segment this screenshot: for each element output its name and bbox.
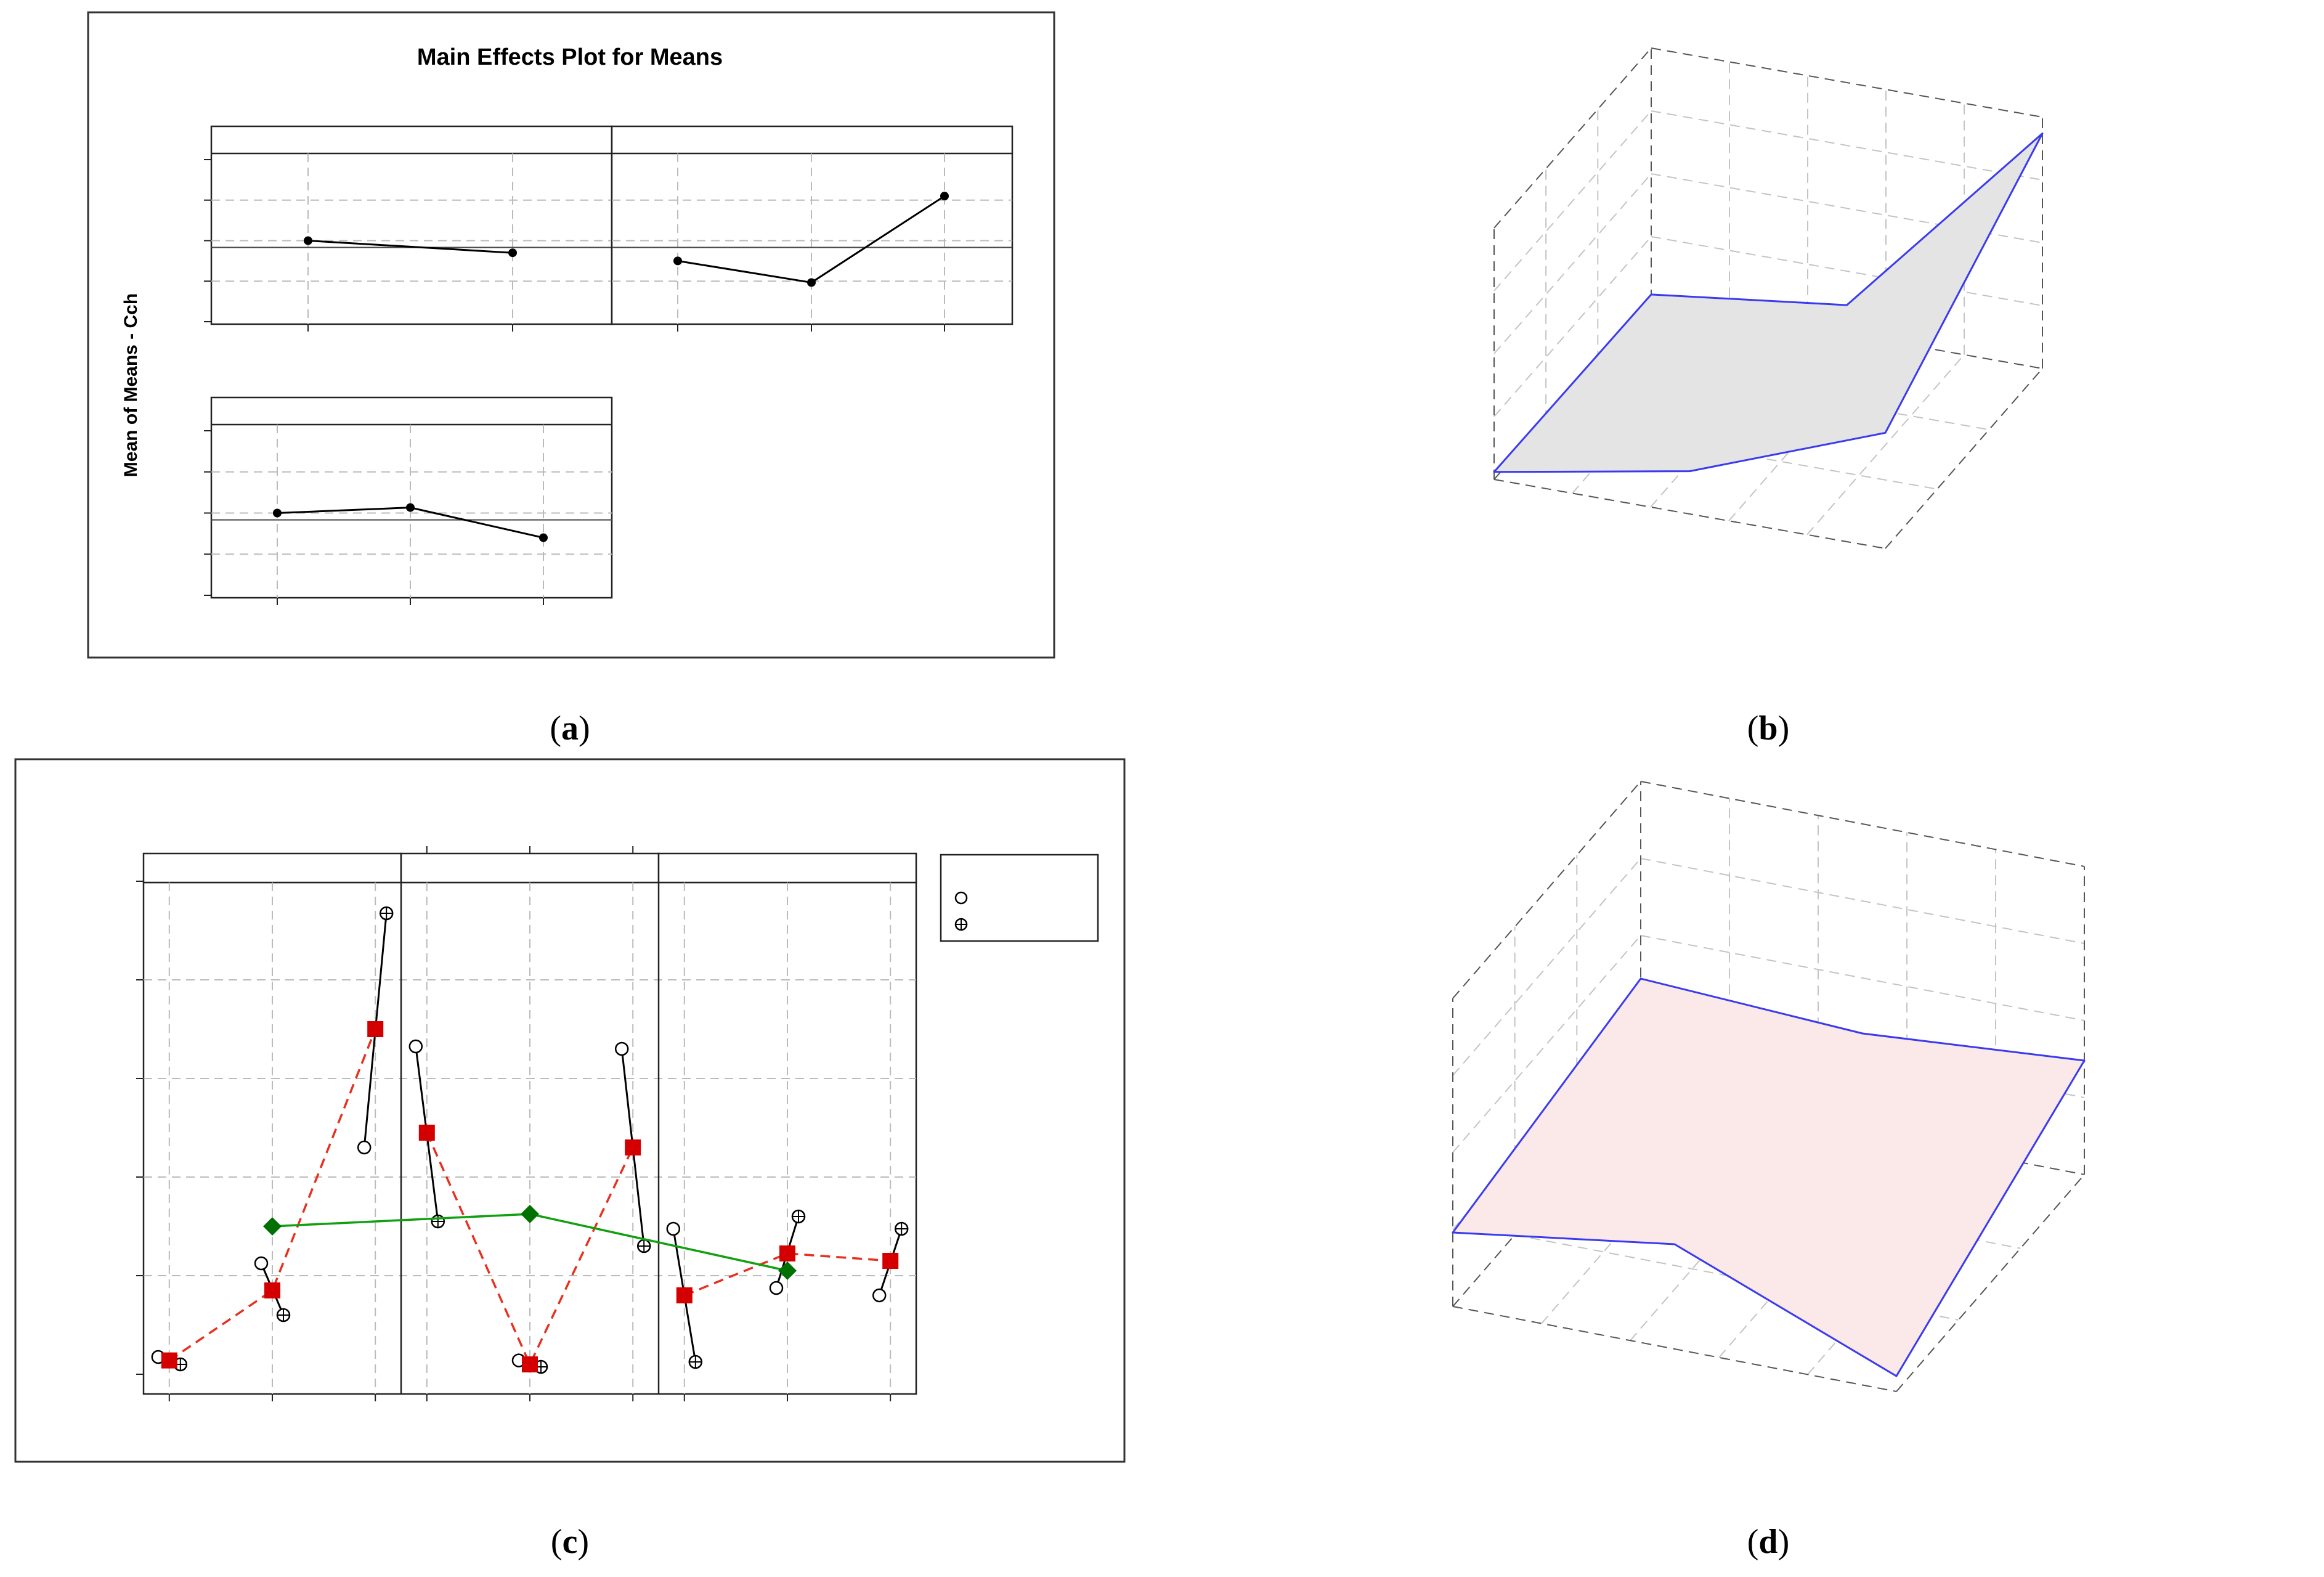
box-edge (1493, 47, 1652, 229)
panel-c-mean-marker (367, 1021, 384, 1037)
panel-c-mean-line (168, 1029, 376, 1362)
panel-c-mean-marker (522, 1356, 538, 1372)
panel-c-plot-area (136, 846, 1099, 1401)
left-wall-h-gridline (1493, 236, 1652, 417)
panel-b-surface-alfa (1493, 47, 2044, 549)
panel-c-point-f013 (791, 1209, 806, 1224)
panel-c-legend-symbol-f013 (954, 918, 968, 931)
back-wall-h-gridline (1640, 858, 2085, 944)
panel-a-ylabel: Mean of Means - Cch (121, 293, 141, 477)
box-edge (1493, 479, 1886, 549)
box-edge (1885, 368, 2043, 549)
panel-c-beta-mean-marker (521, 1205, 539, 1223)
caption-d: (d) (1747, 1523, 1789, 1561)
panel-c-point-f013 (688, 1355, 703, 1369)
panel-a-point (508, 248, 517, 258)
panel-c-mean-marker (161, 1352, 177, 1369)
panel-c-legend (940, 854, 1099, 942)
panel-a-title: Main Effects Plot for Means (417, 44, 723, 70)
panel-c-legend-symbol-f008 (954, 891, 968, 905)
panel-a-point (304, 236, 312, 245)
left-wall-h-gridline (1493, 110, 1652, 291)
panel-c-point-f013 (431, 1214, 445, 1229)
panel-c-mean-marker (264, 1282, 280, 1298)
panel-d-surface-beta (1452, 781, 2086, 1392)
back-wall-h-gridline (1651, 110, 2043, 181)
box-edge (1651, 47, 2043, 118)
panel-c-point-f013 (894, 1221, 909, 1236)
panel-a-box-2 (210, 396, 613, 599)
panel-c-point-f008 (614, 1041, 629, 1056)
back-wall-h-gridline (1640, 935, 2085, 1021)
panel-b-surface (1493, 132, 2044, 473)
panel-a-main-effects: Main Effects Plot for Means Mean of Mean… (87, 11, 1055, 659)
caption-a: (a) (550, 709, 590, 748)
box-edge (1452, 781, 1641, 999)
panel-c-mean-line (684, 1252, 891, 1297)
panel-c-point-f013 (276, 1308, 291, 1322)
panel-c-point-f008 (254, 1256, 269, 1271)
back-wall-h-gridline (1651, 236, 2043, 306)
panel-c-interaction (14, 758, 1126, 1463)
panel-c-header-strip (657, 852, 917, 884)
panel-c-mean-marker (625, 1139, 641, 1155)
panel-a-point (406, 503, 415, 512)
panel-c-beta-mean-marker (263, 1217, 282, 1236)
panel-c-point-f013 (636, 1239, 651, 1253)
panel-c-header-strip (142, 852, 402, 884)
panel-c-mean-marker (779, 1245, 795, 1261)
panel-c-mean-marker (418, 1125, 435, 1141)
panel-d-surface (1452, 977, 2086, 1377)
panel-a-point (539, 533, 548, 542)
panel-c-point-f008 (872, 1288, 887, 1303)
caption-b: (b) (1747, 709, 1789, 748)
panel-c-point-f008 (357, 1140, 372, 1155)
panel-c-mean-marker (882, 1253, 899, 1269)
back-wall-h-gridline (1651, 173, 2043, 243)
panel-c-point-f008 (408, 1039, 423, 1054)
panel-b-3d-box (1493, 47, 2043, 549)
panel-c-beta-mean-marker (778, 1261, 797, 1280)
panel-a-point (940, 192, 949, 201)
panel-c-point-f008 (666, 1221, 681, 1236)
panel-c-point-f013 (379, 906, 394, 921)
panel-a-point (807, 278, 816, 287)
box-edge (1640, 781, 2085, 867)
panel-a-mean-line-0 (307, 240, 513, 254)
panel-c-mean-marker (676, 1287, 693, 1303)
floor-u-gridline (1806, 354, 1965, 536)
panel-a-box-0 (210, 125, 613, 325)
panel-c-header-strip (400, 852, 660, 884)
panel-a-point (273, 508, 282, 518)
panel-c-mean-line (426, 1132, 634, 1367)
panel-c-point-f008 (769, 1281, 784, 1295)
left-wall-h-gridline (1493, 173, 1652, 354)
box-edge (1452, 1306, 1897, 1392)
panel-a-plot-area (204, 125, 1014, 605)
caption-c: (c) (551, 1523, 589, 1561)
panel-a-point (673, 256, 682, 266)
